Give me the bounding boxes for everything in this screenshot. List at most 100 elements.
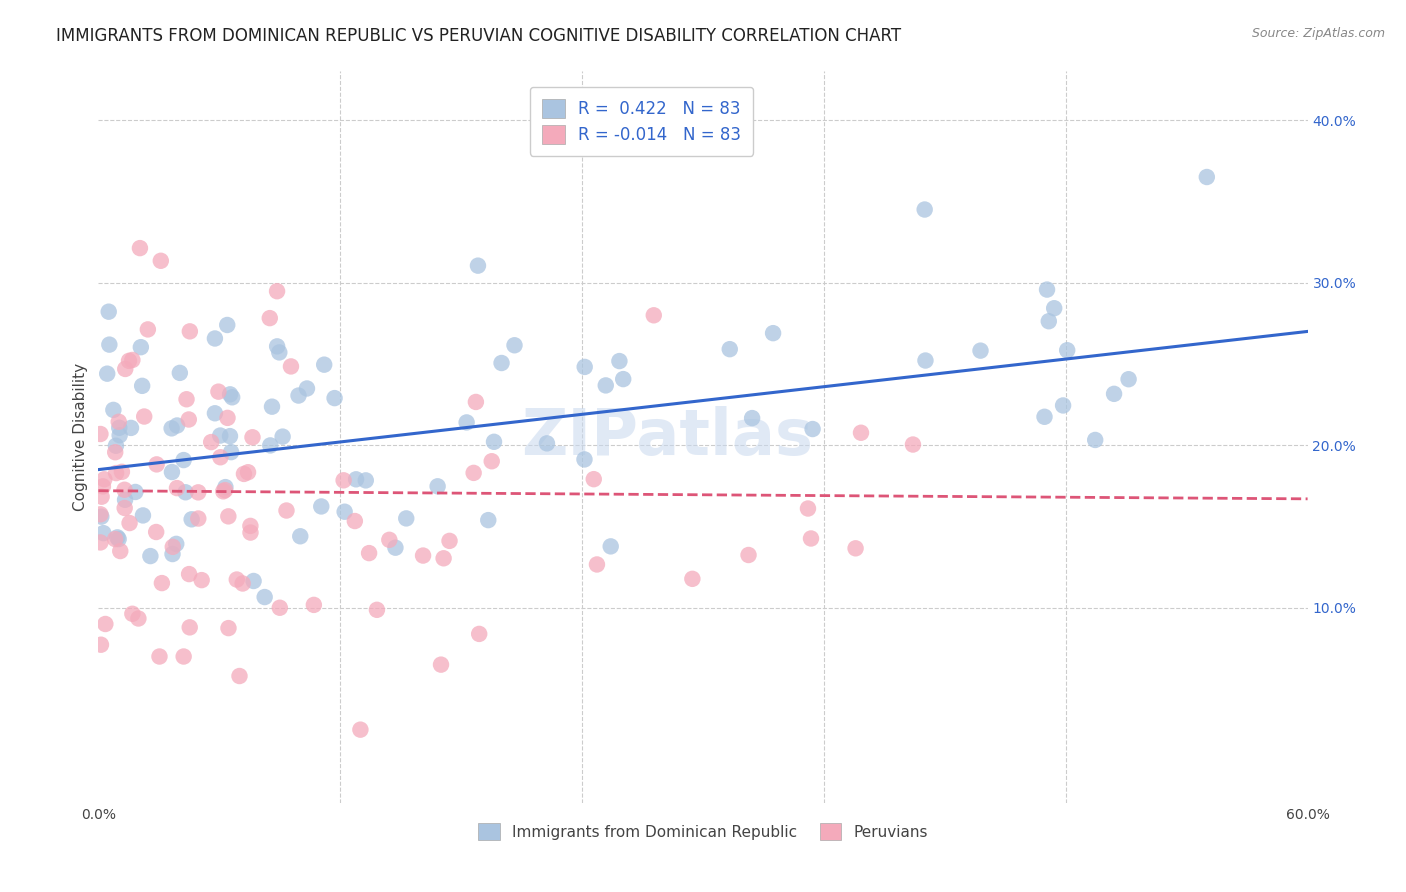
Point bbox=[290, 529, 312, 543]
Point bbox=[97, 304, 120, 318]
Point bbox=[108, 421, 131, 435]
Point bbox=[179, 324, 201, 338]
Point bbox=[344, 472, 367, 486]
Y-axis label: Cognitive Disability: Cognitive Disability bbox=[73, 363, 89, 511]
Point bbox=[1056, 343, 1078, 358]
Point bbox=[212, 484, 235, 499]
Point bbox=[204, 406, 226, 420]
Point bbox=[90, 490, 112, 504]
Point bbox=[148, 649, 170, 664]
Point bbox=[169, 366, 191, 380]
Point bbox=[90, 638, 112, 652]
Point bbox=[129, 340, 152, 354]
Point bbox=[359, 546, 381, 560]
Point bbox=[177, 567, 200, 582]
Text: Source: ZipAtlas.com: Source: ZipAtlas.com bbox=[1251, 27, 1385, 40]
Point bbox=[1036, 283, 1059, 297]
Point bbox=[145, 458, 167, 472]
Point bbox=[218, 621, 240, 635]
Point bbox=[323, 391, 346, 405]
Point bbox=[536, 436, 558, 450]
Point bbox=[901, 437, 924, 451]
Point bbox=[1195, 169, 1218, 184]
Point bbox=[166, 481, 188, 495]
Point bbox=[108, 428, 131, 442]
Point bbox=[800, 532, 823, 546]
Point bbox=[595, 378, 617, 392]
Point bbox=[269, 345, 291, 359]
Point bbox=[89, 427, 111, 442]
Point bbox=[173, 453, 195, 467]
Point bbox=[762, 326, 785, 340]
Point bbox=[481, 454, 503, 468]
Point bbox=[162, 540, 184, 554]
Point bbox=[311, 500, 333, 514]
Point bbox=[131, 379, 153, 393]
Point bbox=[104, 439, 127, 453]
Point bbox=[737, 548, 759, 562]
Point bbox=[204, 331, 226, 345]
Point bbox=[914, 202, 936, 217]
Point bbox=[271, 429, 294, 443]
Point bbox=[93, 526, 115, 541]
Point bbox=[200, 435, 222, 450]
Point bbox=[89, 535, 111, 549]
Point bbox=[1084, 433, 1107, 447]
Point bbox=[280, 359, 302, 374]
Point bbox=[914, 353, 936, 368]
Point bbox=[242, 574, 264, 588]
Point bbox=[150, 576, 173, 591]
Point bbox=[160, 465, 183, 479]
Point bbox=[190, 573, 212, 587]
Point bbox=[609, 354, 631, 368]
Point bbox=[239, 519, 262, 533]
Point bbox=[586, 558, 609, 572]
Point bbox=[114, 362, 136, 376]
Point bbox=[233, 467, 256, 481]
Point bbox=[120, 421, 142, 435]
Point bbox=[173, 649, 195, 664]
Point bbox=[433, 551, 456, 566]
Point bbox=[214, 480, 236, 494]
Point bbox=[180, 512, 202, 526]
Point bbox=[741, 411, 763, 425]
Point bbox=[105, 466, 128, 480]
Point bbox=[1038, 314, 1060, 328]
Point bbox=[439, 533, 461, 548]
Point bbox=[378, 533, 401, 547]
Point bbox=[239, 525, 262, 540]
Point bbox=[412, 549, 434, 563]
Point bbox=[187, 485, 209, 500]
Point bbox=[845, 541, 868, 556]
Point bbox=[349, 723, 371, 737]
Point bbox=[165, 537, 187, 551]
Point bbox=[266, 339, 288, 353]
Point bbox=[366, 603, 388, 617]
Point bbox=[91, 479, 114, 493]
Point bbox=[477, 513, 499, 527]
Point bbox=[104, 445, 127, 459]
Point bbox=[162, 547, 184, 561]
Point bbox=[332, 473, 354, 487]
Point bbox=[149, 253, 172, 268]
Point bbox=[111, 465, 134, 479]
Point bbox=[333, 505, 356, 519]
Point bbox=[260, 400, 283, 414]
Point bbox=[343, 514, 366, 528]
Point bbox=[139, 549, 162, 563]
Point bbox=[463, 466, 485, 480]
Point bbox=[176, 392, 198, 407]
Point bbox=[612, 372, 634, 386]
Point bbox=[849, 425, 872, 440]
Point bbox=[134, 409, 156, 424]
Point bbox=[105, 530, 128, 544]
Point bbox=[266, 284, 288, 298]
Point bbox=[217, 509, 239, 524]
Point bbox=[468, 627, 491, 641]
Point bbox=[219, 429, 242, 443]
Point bbox=[160, 421, 183, 435]
Point bbox=[253, 590, 276, 604]
Point bbox=[969, 343, 991, 358]
Text: IMMIGRANTS FROM DOMINICAN REPUBLIC VS PERUVIAN COGNITIVE DISABILITY CORRELATION : IMMIGRANTS FROM DOMINICAN REPUBLIC VS PE… bbox=[56, 27, 901, 45]
Point bbox=[187, 511, 209, 525]
